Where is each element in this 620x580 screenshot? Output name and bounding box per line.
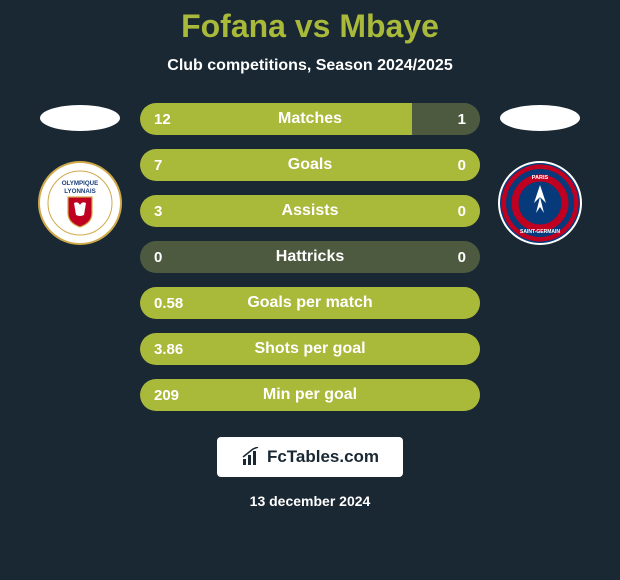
subtitle: Club competitions, Season 2024/2025 (167, 57, 452, 75)
svg-text:SAINT-GERMAIN: SAINT-GERMAIN (520, 229, 560, 235)
svg-text:OLYMPIQUE: OLYMPIQUE (62, 180, 99, 187)
brand-box: FcTables.com (217, 437, 403, 477)
player-left-column: OLYMPIQUE LYONNAIS (30, 103, 130, 245)
stat-fill-right (412, 103, 480, 135)
stat-label: Goals (288, 156, 332, 174)
lyon-badge-icon: OLYMPIQUE LYONNAIS (46, 169, 114, 237)
stat-value-right: 1 (458, 111, 466, 128)
page-title: Fofana vs Mbaye (181, 8, 439, 45)
stat-row: 3 Assists 0 (140, 195, 480, 227)
svg-text:PARIS: PARIS (532, 175, 549, 181)
player-right-placeholder (500, 105, 580, 131)
stat-bars: 12 Matches 1 7 Goals 0 3 Assists 0 0 Hattricks 0 0.5… (140, 103, 480, 411)
player-right-column: PARIS SAINT-GERMAIN (490, 103, 590, 245)
comparison-row: OLYMPIQUE LYONNAIS 12 Matches 1 7 Goals 0 3 Ass… (0, 103, 620, 411)
brand-chart-icon (241, 447, 261, 467)
stat-value-right: 0 (458, 157, 466, 174)
player-left-placeholder (40, 105, 120, 131)
stat-row: 0.58 Goals per match (140, 287, 480, 319)
stat-value-left: 3 (154, 203, 162, 220)
club-badge-psg: PARIS SAINT-GERMAIN (498, 161, 582, 245)
stat-value-left: 3.86 (154, 341, 183, 358)
svg-text:LYONNAIS: LYONNAIS (64, 188, 95, 195)
stat-label: Goals per match (247, 294, 372, 312)
stat-row: 12 Matches 1 (140, 103, 480, 135)
stat-row: 7 Goals 0 (140, 149, 480, 181)
stat-value-left: 0.58 (154, 295, 183, 312)
stat-fill-left (140, 103, 412, 135)
stat-label: Hattricks (276, 248, 344, 266)
stat-value-left: 0 (154, 249, 162, 266)
stat-label: Matches (278, 110, 342, 128)
stat-label: Min per goal (263, 386, 357, 404)
stat-value-left: 7 (154, 157, 162, 174)
brand-text: FcTables.com (267, 447, 379, 467)
stat-value-right: 0 (458, 203, 466, 220)
stat-value-left: 12 (154, 111, 171, 128)
stat-row: 209 Min per goal (140, 379, 480, 411)
stat-row: 3.86 Shots per goal (140, 333, 480, 365)
psg-badge-icon: PARIS SAINT-GERMAIN (504, 167, 576, 239)
stat-value-right: 0 (458, 249, 466, 266)
stat-value-left: 209 (154, 387, 179, 404)
club-badge-lyon: OLYMPIQUE LYONNAIS (38, 161, 122, 245)
stat-label: Shots per goal (254, 340, 365, 358)
stat-label: Assists (282, 202, 339, 220)
date-text: 13 december 2024 (250, 493, 371, 509)
stat-row: 0 Hattricks 0 (140, 241, 480, 273)
